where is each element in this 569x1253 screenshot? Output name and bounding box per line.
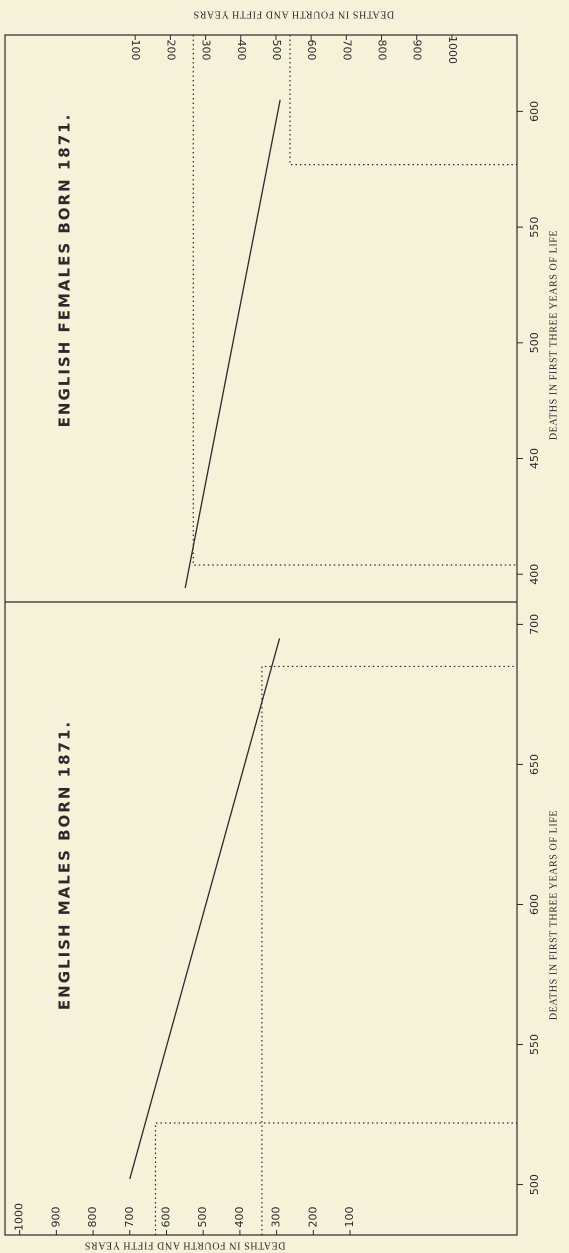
guide-line: [289, 35, 517, 166]
x-tick-label: 600: [528, 101, 541, 122]
y-tick-label: 300: [200, 40, 213, 61]
data-line: [129, 638, 281, 1180]
y-axis-title: DEATHS IN FOURTH AND FIFTH YEARS: [193, 9, 394, 20]
x-tick-label: 550: [528, 217, 541, 238]
x-tick-label: 700: [528, 614, 541, 635]
guide-line: [154, 1122, 517, 1235]
y-tick-label: 400: [233, 1207, 246, 1228]
y-axis-title: DEATHS IN FOURTH AND FIFTH YEARS: [84, 1240, 285, 1251]
y-tick-label: 300: [270, 1207, 283, 1228]
y-tick-label: 100: [343, 1207, 356, 1228]
y-tick-label: 100: [129, 40, 142, 61]
data-line: [184, 99, 281, 589]
x-tick-label: 500: [528, 332, 541, 353]
x-tick-label: 650: [528, 754, 541, 775]
y-tick-label: 1000: [446, 36, 459, 64]
y-tick-label: 900: [411, 40, 424, 61]
guide-line: [261, 665, 517, 1235]
y-tick-label: 200: [164, 40, 177, 61]
chart-title: ENGLISH MALES BORN 1871.: [56, 720, 74, 1010]
y-tick-label: 500: [196, 1207, 209, 1228]
y-tick-label: 400: [235, 40, 248, 61]
x-tick-label: 500: [528, 1174, 541, 1195]
y-tick-label: 800: [86, 1207, 99, 1228]
y-tick-label: 700: [123, 1207, 136, 1228]
x-tick-label: 600: [528, 894, 541, 915]
x-tick-label: 450: [528, 448, 541, 469]
y-tick-label: 1000: [13, 1203, 26, 1231]
chart-title: ENGLISH FEMALES BORN 1871.: [56, 113, 74, 428]
y-tick-label: 600: [159, 1207, 172, 1228]
y-tick-label: 800: [376, 40, 389, 61]
x-tick-label: 400: [528, 564, 541, 585]
plot-frame: [4, 34, 518, 1236]
y-tick-label: 900: [49, 1207, 62, 1228]
x-tick-label: 550: [528, 1034, 541, 1055]
x-axis-title: DEATHS IN FIRST THREE YEARS OF LIFE: [548, 230, 559, 440]
x-axis-title: DEATHS IN FIRST THREE YEARS OF LIFE: [548, 810, 559, 1020]
y-tick-label: 500: [270, 40, 283, 61]
y-tick-label: 200: [306, 1207, 319, 1228]
guide-line: [192, 35, 517, 566]
y-tick-label: 600: [305, 40, 318, 61]
y-tick-label: 700: [340, 40, 353, 61]
